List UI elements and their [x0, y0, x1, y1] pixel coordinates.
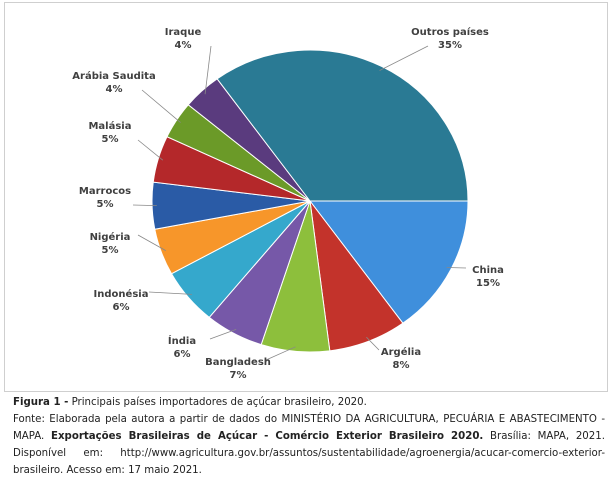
slice-label: Nigéria — [90, 231, 131, 243]
slice-value-label: 35% — [438, 40, 462, 51]
slice-label: China — [472, 265, 504, 276]
leader-line — [366, 336, 380, 351]
leader-line — [141, 89, 181, 123]
slice-label: Argélia — [381, 346, 421, 358]
slice-value-label: 8% — [393, 360, 410, 371]
pie-slice — [308, 200, 469, 324]
slice-value-label: 5% — [97, 199, 114, 210]
leader-line — [265, 346, 296, 361]
source-end: Brasília: MAPA, 2021. Disponível em: htt… — [13, 431, 605, 476]
slice-value-label: 5% — [102, 134, 119, 145]
leader-line — [379, 45, 429, 71]
leader-line — [137, 139, 164, 161]
slice-value-label: 6% — [113, 302, 130, 313]
chart: China 15% Argélia 8% Bangladesh 7% Índia 6% Indo… — [4, 2, 608, 392]
source: Fonte: Elaborada pela autora a partir de… — [13, 411, 605, 479]
slice-label: Malásia — [88, 120, 131, 132]
slice-value-label: 4% — [106, 84, 123, 95]
leader-line — [209, 328, 237, 340]
slice-value-label: 5% — [102, 245, 119, 256]
slice-value-label: 15% — [476, 278, 500, 289]
source-bold: Exportações Brasileiras de Açúcar - Comé… — [51, 431, 484, 442]
source-start: Fonte: Elaborada pela autora a partir de… — [13, 414, 605, 442]
slice-value-label: 4% — [175, 40, 192, 51]
slice-label: Outros países — [411, 26, 489, 38]
slice-label: Índia — [168, 334, 196, 347]
leader-line — [204, 45, 212, 95]
leader-line — [137, 234, 166, 251]
leader-line — [148, 291, 192, 295]
figure-label: Figura 1 - — [13, 397, 69, 408]
figure-caption: Figura 1 - Principais países importadore… — [13, 394, 605, 411]
slice-value-label: 6% — [174, 349, 191, 360]
caption: Figura 1 - Principais países importadore… — [13, 394, 605, 479]
chart-frame — [4, 2, 608, 392]
slice-value-label: 7% — [230, 370, 247, 381]
pie-slice — [216, 49, 469, 202]
leader-line — [132, 204, 157, 207]
slice-label: Marrocos — [79, 186, 131, 197]
slice-label: Iraque — [165, 27, 202, 38]
slice-label: Bangladesh — [205, 357, 271, 368]
slice-label: Indonésia — [94, 288, 149, 300]
slice-label: Arábia Saudita — [72, 70, 155, 82]
leader-line — [446, 267, 467, 269]
figure-text: Principais países importadores de açúcar… — [71, 397, 367, 408]
